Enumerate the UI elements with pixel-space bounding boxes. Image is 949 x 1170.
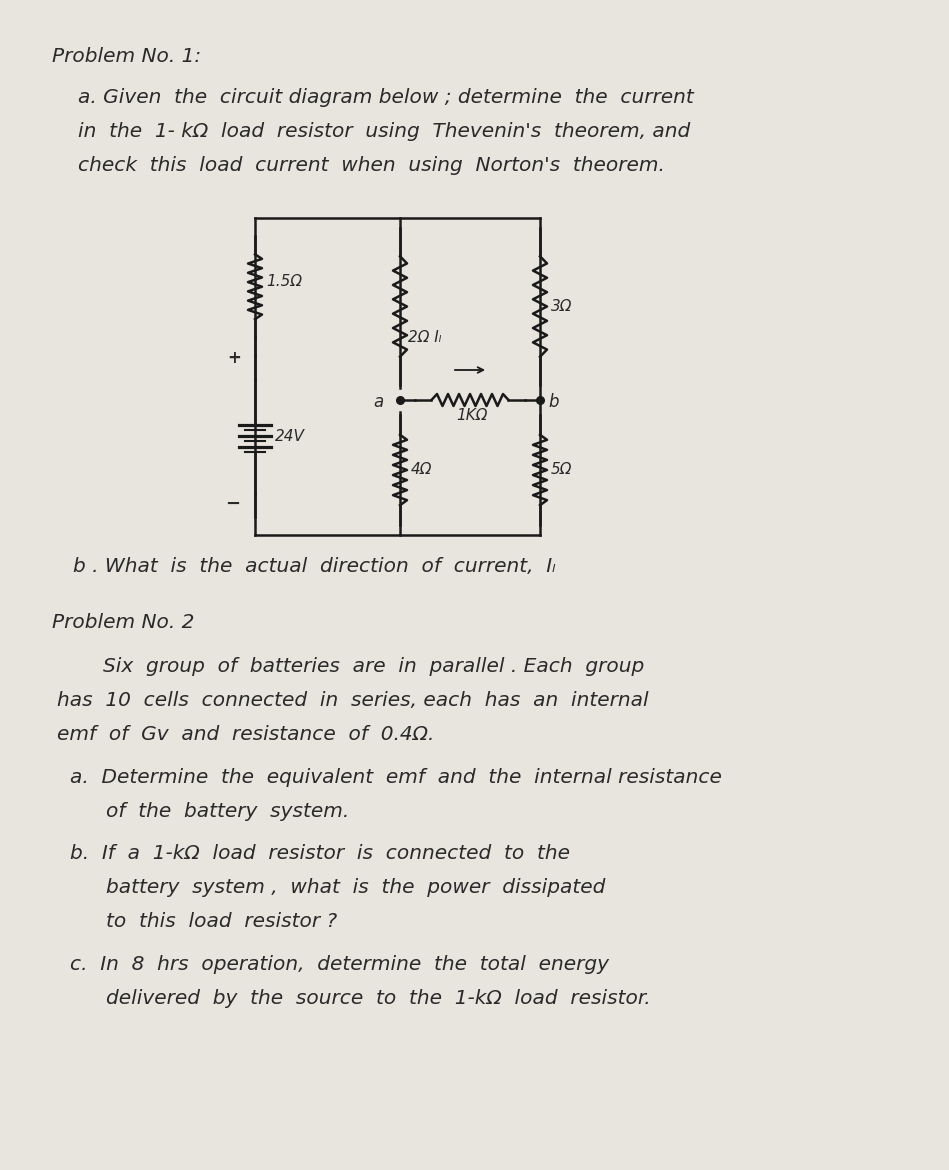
Text: b.  If  a  1-kΩ  load  resistor  is  connected  to  the: b. If a 1-kΩ load resistor is connected … [70, 845, 570, 863]
Text: check  this  load  current  when  using  Norton's  theorem.: check this load current when using Norto… [78, 156, 665, 174]
Text: 24V: 24V [275, 428, 305, 443]
Text: in  the  1- kΩ  load  resistor  using  Thevenin's  theorem, and: in the 1- kΩ load resistor using Theveni… [78, 122, 690, 140]
Text: b: b [549, 393, 559, 411]
Text: 1KΩ: 1KΩ [456, 408, 488, 424]
Text: a.  Determine  the  equivalent  emf  and  the  internal resistance: a. Determine the equivalent emf and the … [70, 768, 722, 786]
Text: a: a [373, 393, 383, 411]
Text: Problem No. 1:: Problem No. 1: [52, 47, 201, 66]
Text: a. Given  the  circuit diagram below ; determine  the  current: a. Given the circuit diagram below ; det… [78, 88, 694, 106]
Text: of  the  battery  system.: of the battery system. [106, 801, 349, 820]
Text: c.  In  8  hrs  operation,  determine  the  total  energy: c. In 8 hrs operation, determine the tot… [70, 955, 609, 973]
Text: to  this  load  resistor ?: to this load resistor ? [106, 913, 337, 931]
Text: b . What  is  the  actual  direction  of  current,  Iₗ: b . What is the actual direction of curr… [73, 557, 555, 576]
Text: 1.5Ω: 1.5Ω [266, 274, 302, 289]
Text: 3Ω: 3Ω [551, 300, 572, 314]
Text: 5Ω: 5Ω [551, 462, 572, 477]
Text: 2Ω Iₗ: 2Ω Iₗ [408, 330, 441, 345]
Text: battery  system ,  what  is  the  power  dissipated: battery system , what is the power dissi… [106, 879, 605, 897]
Text: 4Ω: 4Ω [411, 462, 433, 477]
Text: −: − [225, 495, 240, 512]
Text: Six  group  of  batteries  are  in  parallel . Each  group: Six group of batteries are in parallel .… [103, 658, 644, 676]
Text: delivered  by  the  source  to  the  1-kΩ  load  resistor.: delivered by the source to the 1-kΩ load… [106, 989, 651, 1007]
Text: +: + [227, 350, 241, 367]
Text: emf  of  Gv  and  resistance  of  0.4Ω.: emf of Gv and resistance of 0.4Ω. [57, 725, 435, 744]
Text: has  10  cells  connected  in  series, each  has  an  internal: has 10 cells connected in series, each h… [57, 691, 648, 710]
Text: Problem No. 2: Problem No. 2 [52, 613, 195, 632]
